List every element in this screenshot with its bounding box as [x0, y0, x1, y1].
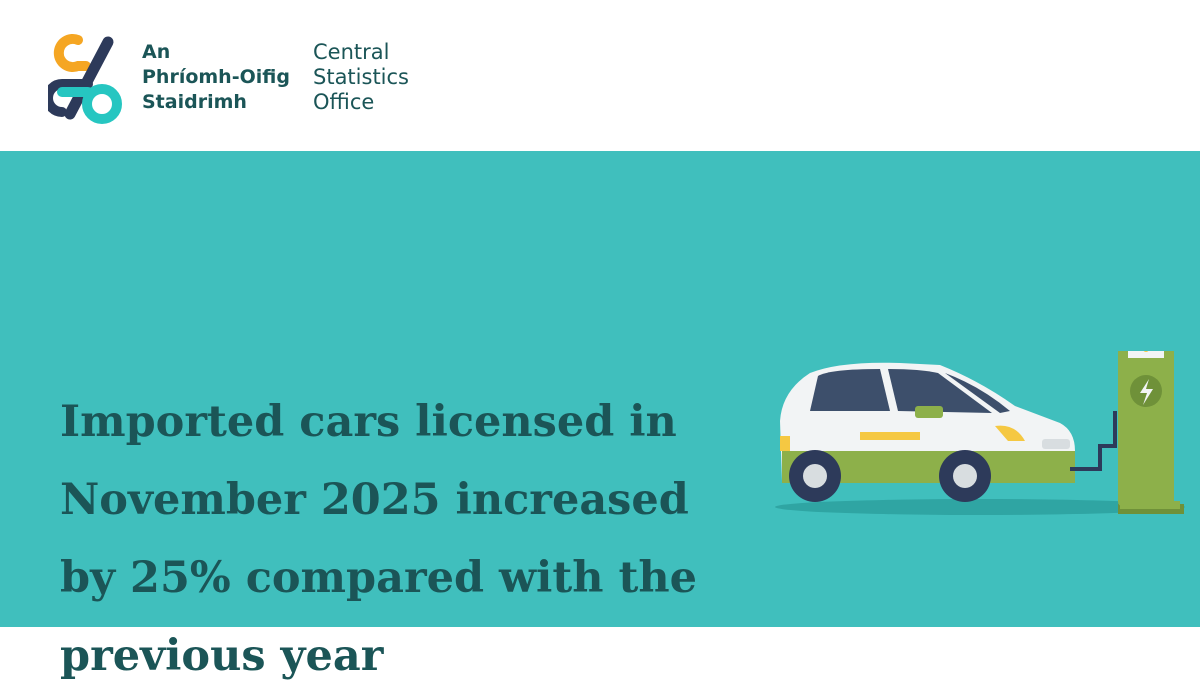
irish-name-line: Staidrimh — [142, 91, 247, 113]
irish-name-line: An — [142, 41, 171, 63]
english-name-line: Statistics — [313, 65, 409, 89]
headline-line: Imported cars licensed in — [60, 397, 677, 447]
irish-name: An Phríomh-Oifig Staidrimh — [142, 40, 290, 115]
english-name-line: Office — [313, 90, 375, 114]
banner: Imported cars licensed in November 2025 … — [0, 151, 1200, 681]
headline: Imported cars licensed in November 2025 … — [60, 383, 697, 695]
english-name: Central Statistics Office — [313, 40, 409, 115]
headline-line: November 2025 increased — [60, 475, 689, 525]
english-name-line: Central — [313, 40, 390, 64]
car-illustration — [775, 351, 1185, 515]
headline-line: by 25% compared with the — [60, 553, 697, 603]
irish-name-line: Phríomh-Oifig — [142, 66, 290, 88]
page: An Phríomh-Oifig Staidrimh Central Stati… — [0, 0, 1200, 681]
logo — [48, 34, 122, 124]
header: An Phríomh-Oifig Staidrimh Central Stati… — [0, 0, 1200, 151]
